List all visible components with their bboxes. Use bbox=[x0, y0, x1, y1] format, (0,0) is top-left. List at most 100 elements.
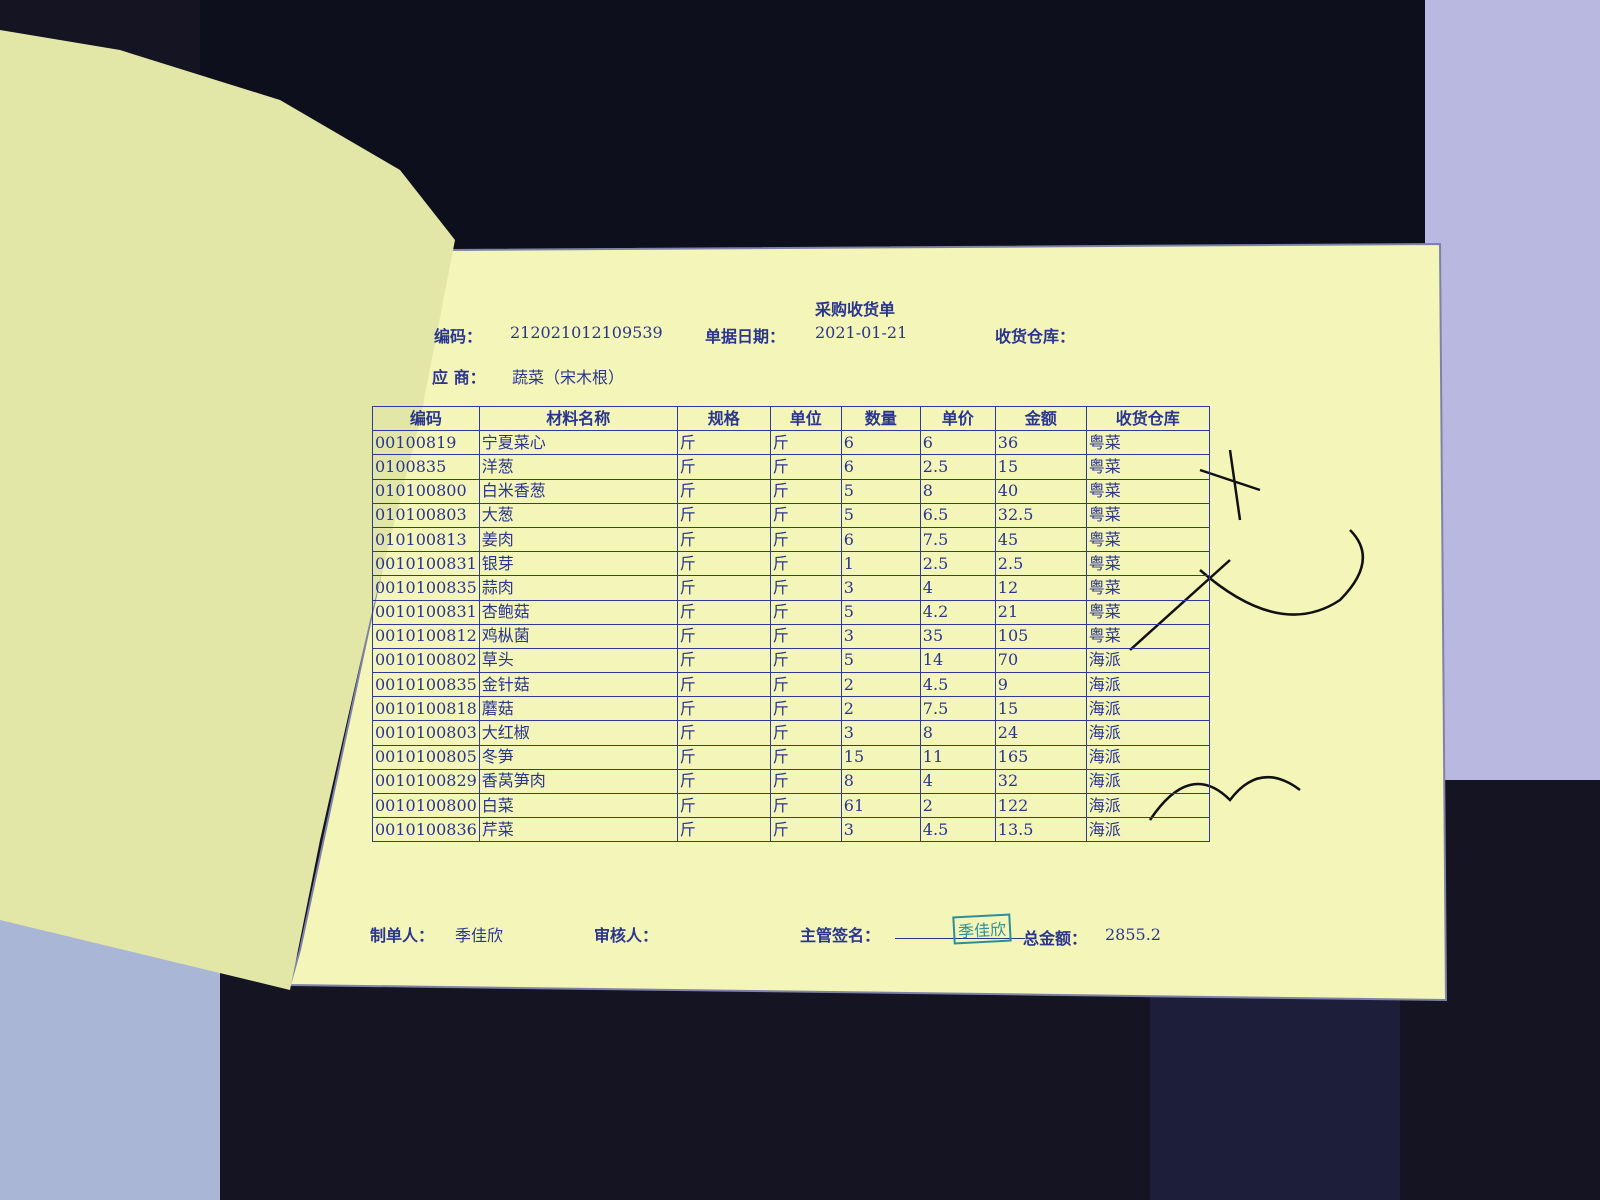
cloth-right bbox=[1425, 0, 1600, 780]
table-row: 0010100831 杏鲍菇斤斤 5 4.2 21 粤菜 bbox=[372, 599, 1210, 625]
table-cell: 11 bbox=[919, 744, 996, 770]
table-cell: 海派 bbox=[1085, 792, 1210, 819]
table-cell: 4 bbox=[919, 575, 996, 601]
table-cell: 6 bbox=[840, 430, 921, 456]
items-table: 编码 材料名称 规格 单位 数量 单价 金额 收货仓库 00100819 宁夏菜心斤斤 6 6 36 粤… bbox=[372, 405, 1210, 843]
table-cell: 2 bbox=[840, 672, 921, 698]
table-cell: 32.5 bbox=[994, 502, 1087, 528]
table-cell: 粤菜 bbox=[1085, 526, 1210, 553]
warehouse-label: 收货仓库： bbox=[995, 327, 1076, 346]
table-cell: 斤 bbox=[769, 551, 842, 577]
table-cell: 斤 bbox=[676, 430, 771, 456]
table-cell: 香莴笋肉 bbox=[478, 768, 678, 795]
table-cell: 4.2 bbox=[919, 599, 996, 625]
table-cell: 白米香葱 bbox=[478, 478, 678, 504]
table-cell: 36 bbox=[994, 430, 1087, 456]
table-row: 0010100805 冬笋斤斤 15 11 165 海派 bbox=[372, 744, 1210, 770]
table-cell: 鸡枞菌 bbox=[478, 623, 678, 649]
table-cell: 15 bbox=[994, 696, 1087, 722]
table-cell: 蒜肉 bbox=[478, 575, 678, 601]
table-cell: 32 bbox=[994, 768, 1087, 795]
table-cell: 斤 bbox=[676, 551, 771, 577]
table-cell: 斤 bbox=[676, 696, 771, 722]
table-cell: 7.5 bbox=[919, 526, 996, 553]
table-cell: 35 bbox=[919, 623, 996, 649]
table-cell: 斤 bbox=[676, 792, 771, 819]
title: 采购收货单 bbox=[815, 300, 896, 319]
table-cell: 斤 bbox=[676, 454, 771, 480]
table-cell: 粤菜 bbox=[1085, 599, 1210, 625]
code: 212021012109539 bbox=[510, 323, 663, 342]
table-cell: 粤菜 bbox=[1085, 502, 1210, 528]
table-cell: 芹菜 bbox=[478, 817, 678, 843]
table-cell: 13.5 bbox=[994, 817, 1087, 843]
table-cell: 165 bbox=[994, 744, 1087, 770]
table-cell: 粤菜 bbox=[1085, 454, 1210, 480]
table-cell: 105 bbox=[994, 623, 1087, 649]
folded-page bbox=[0, 30, 455, 990]
table-cell: 斤 bbox=[769, 502, 842, 528]
table-cell: 2.5 bbox=[919, 551, 996, 577]
table-cell: 海派 bbox=[1085, 720, 1210, 746]
table-cell: 12 bbox=[994, 575, 1087, 601]
table-cell: 斤 bbox=[676, 623, 771, 649]
column-header: 单位 bbox=[769, 405, 842, 432]
table-cell: 8 bbox=[919, 720, 996, 746]
table-cell: 2.5 bbox=[919, 454, 996, 480]
table-cell: 0010100829 bbox=[372, 768, 480, 795]
table-cell: 0010100835 bbox=[372, 575, 480, 601]
header-row: 编码 材料名称 规格 单位 数量 单价 金额 收货仓库 bbox=[372, 405, 1210, 432]
table-cell: 杏鲍菇 bbox=[478, 599, 678, 625]
table-row: 00100819 宁夏菜心斤斤 6 6 36 粤菜 bbox=[372, 430, 1210, 456]
table-cell: 5 bbox=[840, 599, 921, 625]
table-cell: 0010100802 bbox=[372, 647, 480, 674]
table-cell: 010100800 bbox=[372, 478, 480, 504]
table-cell: 粤菜 bbox=[1085, 575, 1210, 601]
table-cell: 0100835 bbox=[372, 454, 480, 480]
table-cell: 9 bbox=[994, 672, 1087, 698]
table-cell: 斤 bbox=[676, 672, 771, 698]
table-row: 010100813 姜肉斤斤 6 7.5 45 粤菜 bbox=[372, 526, 1210, 553]
column-header: 材料名称 bbox=[478, 405, 678, 432]
maker: 季佳欣 bbox=[455, 926, 504, 945]
table-cell: 010100803 bbox=[372, 502, 480, 528]
table-row: 010100803 大葱斤斤 5 6.5 32.5 粤菜 bbox=[372, 502, 1210, 528]
maker-label: 制单人： bbox=[370, 926, 435, 945]
table-cell: 姜肉 bbox=[478, 526, 678, 553]
table-cell: 0010100805 bbox=[372, 744, 480, 770]
column-header: 金额 bbox=[994, 405, 1087, 432]
table-cell: 斤 bbox=[769, 696, 842, 722]
table-row: 0100835 洋葱斤斤 6 2.5 15 粤菜 bbox=[372, 454, 1210, 480]
table-cell: 斤 bbox=[676, 720, 771, 746]
table-cell: 122 bbox=[994, 792, 1087, 819]
table-cell: 斤 bbox=[769, 792, 842, 819]
table-cell: 0010100800 bbox=[372, 792, 480, 819]
table-cell: 白菜 bbox=[478, 792, 678, 819]
table-cell: 1 bbox=[840, 551, 921, 577]
table-row: 0010100800 白菜斤斤 61 2 122 海派 bbox=[372, 792, 1210, 819]
table-cell: 2.5 bbox=[994, 551, 1087, 577]
table-cell: 斤 bbox=[769, 720, 842, 746]
table-cell: 海派 bbox=[1085, 768, 1210, 795]
table-cell: 斤 bbox=[676, 599, 771, 625]
handwriting bbox=[1129, 449, 1365, 821]
table-cell: 斤 bbox=[769, 454, 842, 480]
column-header: 数量 bbox=[840, 405, 921, 432]
desk-box bbox=[1150, 990, 1400, 1200]
table-cell: 斤 bbox=[676, 526, 771, 553]
table-cell: 斤 bbox=[676, 575, 771, 601]
table-row: 0010100835 金针菇斤斤 2 4.5 9 海派 bbox=[372, 672, 1210, 698]
table-row: 0010100829 香莴笋肉斤斤 8 4 32 海派 bbox=[372, 768, 1210, 795]
table-cell: 草头 bbox=[478, 647, 678, 674]
total: 2855.2 bbox=[1105, 925, 1161, 944]
table-cell: 61 bbox=[840, 792, 921, 819]
table-row: 0010100831 银芽斤斤 1 2.5 2.5 粤菜 bbox=[372, 551, 1210, 577]
table-cell: 7.5 bbox=[919, 696, 996, 722]
table-cell: 斤 bbox=[769, 575, 842, 601]
table-cell: 海派 bbox=[1085, 696, 1210, 722]
table-cell: 21 bbox=[994, 599, 1087, 625]
table-cell: 6 bbox=[840, 454, 921, 480]
table-cell: 斤 bbox=[769, 526, 842, 553]
table-cell: 宁夏菜心 bbox=[478, 430, 678, 456]
